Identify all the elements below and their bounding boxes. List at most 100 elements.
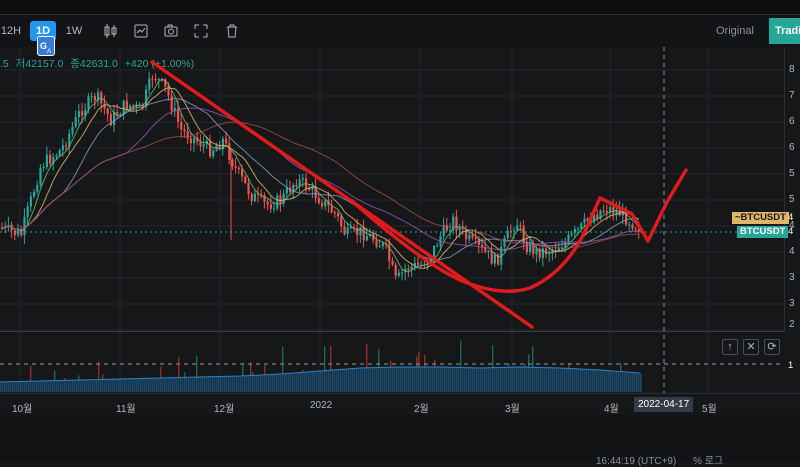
candle-body [398, 273, 400, 276]
volume-bar [54, 381, 56, 392]
volume-bar [308, 372, 310, 392]
volume-bar [290, 373, 292, 392]
price-axis[interactable]: 8 7 6 6 5 5 4 4 3 3 2 [784, 47, 800, 332]
pane-up-button[interactable]: ↑ [722, 339, 738, 355]
volume-bar [410, 367, 412, 392]
volume-bar [610, 371, 612, 392]
volume-bar [546, 368, 548, 392]
timeframe-1w[interactable]: 1W [62, 21, 86, 41]
volume-bar [242, 376, 244, 392]
volume-bar [626, 372, 628, 392]
volume-bar [456, 367, 458, 392]
tradingview-button[interactable]: Tradi [769, 18, 800, 44]
candle-body [151, 79, 153, 80]
volume-bar [94, 380, 96, 392]
indicators-icon[interactable] [133, 23, 149, 39]
volume-bar [416, 367, 418, 392]
volume-bar [68, 380, 70, 392]
volume-bar [302, 372, 304, 392]
volume-bar [298, 373, 300, 392]
pane-refresh-button[interactable]: ⟳ [764, 339, 780, 355]
candle-body [244, 177, 246, 183]
volume-bar [124, 379, 126, 392]
volume-bar [284, 374, 286, 392]
volume-bar [98, 380, 100, 392]
volume-bar [128, 379, 130, 392]
volume-bar [568, 368, 570, 392]
volume-bar [564, 368, 566, 392]
volume-bar [596, 370, 598, 392]
volume-bar [14, 382, 16, 392]
volume-spike [620, 364, 621, 372]
candle-body [75, 117, 77, 126]
volume-spike [378, 349, 379, 367]
volume-bar [234, 376, 236, 392]
symbol-label-compare: ~BTCUSDT [732, 212, 789, 224]
volume-spike [102, 374, 103, 379]
volume-spike [508, 363, 509, 367]
candle-body [391, 261, 393, 265]
candle-body [279, 195, 281, 203]
candle-body [606, 211, 608, 212]
time-tick: 12월 [214, 400, 234, 415]
volume-bar [452, 367, 454, 392]
volume-bar [102, 379, 104, 392]
timeframe-12h[interactable]: 12H [0, 21, 22, 41]
camera-icon[interactable] [163, 23, 179, 39]
candle-body [302, 178, 304, 179]
volume-bar [116, 379, 118, 392]
volume-bar [268, 375, 270, 392]
volume-bar [76, 380, 78, 392]
volume-bar [426, 367, 428, 392]
volume-bar [620, 372, 622, 393]
trash-icon[interactable] [224, 23, 240, 39]
volume-bar [198, 377, 200, 392]
volume-bar [30, 381, 32, 392]
volume-bar [312, 372, 314, 392]
pane-close-button[interactable]: ✕ [743, 339, 759, 355]
volume-bar [64, 380, 66, 392]
volume-bar [222, 376, 224, 392]
volume-bar [40, 381, 42, 392]
volume-bar [370, 368, 372, 392]
price-tick: 5 [789, 168, 795, 179]
volume-bar [466, 368, 468, 392]
volume-bar [488, 368, 490, 392]
candle-body [596, 214, 598, 218]
volume-bar [324, 371, 326, 392]
candle-body [475, 237, 477, 238]
volume-bar [424, 367, 426, 392]
original-chart-button[interactable]: Original [716, 22, 754, 40]
candle-body [49, 155, 51, 164]
volume-bar [166, 378, 168, 392]
volume-bar [388, 367, 390, 392]
volume-bar [332, 370, 334, 392]
volume-bar [10, 382, 12, 392]
candle-body [27, 207, 29, 217]
fullscreen-icon[interactable] [193, 23, 209, 39]
volume-bar [156, 378, 158, 392]
candle-body [417, 263, 419, 265]
volume-bar [554, 368, 556, 392]
candle-body [334, 212, 336, 213]
volume-spike [324, 346, 325, 371]
volume-bar [220, 377, 222, 393]
candle-body [366, 236, 368, 240]
volume-bar [294, 373, 296, 392]
volume-bar [216, 377, 218, 392]
time-tick: 3월 [505, 400, 520, 415]
volume-bar [120, 379, 122, 392]
price-chart[interactable] [0, 47, 784, 393]
volume-bar [330, 370, 332, 392]
volume-bar [614, 371, 616, 392]
volume-bar [206, 377, 208, 392]
candle-body [209, 141, 211, 156]
candle-body [487, 251, 489, 252]
candles-icon[interactable] [102, 23, 118, 39]
volume-spike [282, 347, 283, 374]
volume-bar [590, 370, 592, 393]
volume-bar [462, 368, 464, 392]
volume-bar [296, 373, 298, 392]
pane-divider[interactable] [0, 331, 784, 332]
candle-body [7, 225, 9, 226]
